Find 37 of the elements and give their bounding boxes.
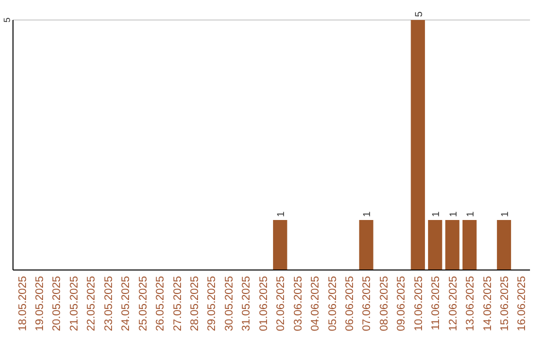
x-tick-label: 24.05.2025 <box>120 276 132 332</box>
x-tick-label: 08.06.2025 <box>378 276 390 332</box>
x-tick-label: 02.06.2025 <box>275 276 288 332</box>
x-tick-label: 13.06.2025 <box>464 276 477 332</box>
x-tick-label: 01.06.2025 <box>258 276 270 332</box>
x-tick-label: 05.06.2025 <box>326 276 339 332</box>
x-tick-label: 11.06.2025 <box>430 276 442 330</box>
x-tick-label: 28.05.2025 <box>189 276 201 332</box>
data-label: 1 <box>431 211 442 217</box>
x-tick-label: 15.06.2025 <box>498 276 511 332</box>
x-tick-label: 10.06.2025 <box>412 276 425 332</box>
data-label: 1 <box>276 211 288 217</box>
x-tick-label: 30.05.2025 <box>223 276 236 332</box>
x-tick-label: 14.06.2025 <box>482 276 494 332</box>
data-label: 1 <box>500 211 511 217</box>
x-tick-label: 19.05.2025 <box>34 276 46 332</box>
x-tick-label: 31.05.2025 <box>240 276 253 332</box>
x-tick-label: 20.05.2025 <box>51 276 64 332</box>
x-tick-label: 29.05.2025 <box>206 276 218 332</box>
x-tick-label: 07.06.2025 <box>361 276 374 332</box>
x-tick-label: 06.06.2025 <box>344 276 356 332</box>
x-tick-label: 21.05.2025 <box>68 276 80 332</box>
data-label: 1 <box>448 211 460 217</box>
x-tick-label: 18.05.2025 <box>16 276 29 332</box>
x-tick-label: 27.05.2025 <box>172 276 184 332</box>
x-tick-label: 26.05.2025 <box>154 276 167 332</box>
x-tick-label: 25.05.2025 <box>137 276 150 332</box>
x-tick-label: 03.06.2025 <box>292 276 304 332</box>
x-tick-label: 22.05.2025 <box>86 276 98 332</box>
data-label: 1 <box>362 211 374 217</box>
x-tick-label: 23.05.2025 <box>102 276 115 332</box>
data-label: 5 <box>414 11 425 17</box>
x-tick-label: 09.06.2025 <box>396 276 408 332</box>
data-label: 1 <box>466 211 477 217</box>
x-tick-label: 12.06.2025 <box>447 276 460 332</box>
x-tick-label: 16.06.2025 <box>516 276 528 332</box>
x-tick-label: 04.06.2025 <box>310 276 322 332</box>
